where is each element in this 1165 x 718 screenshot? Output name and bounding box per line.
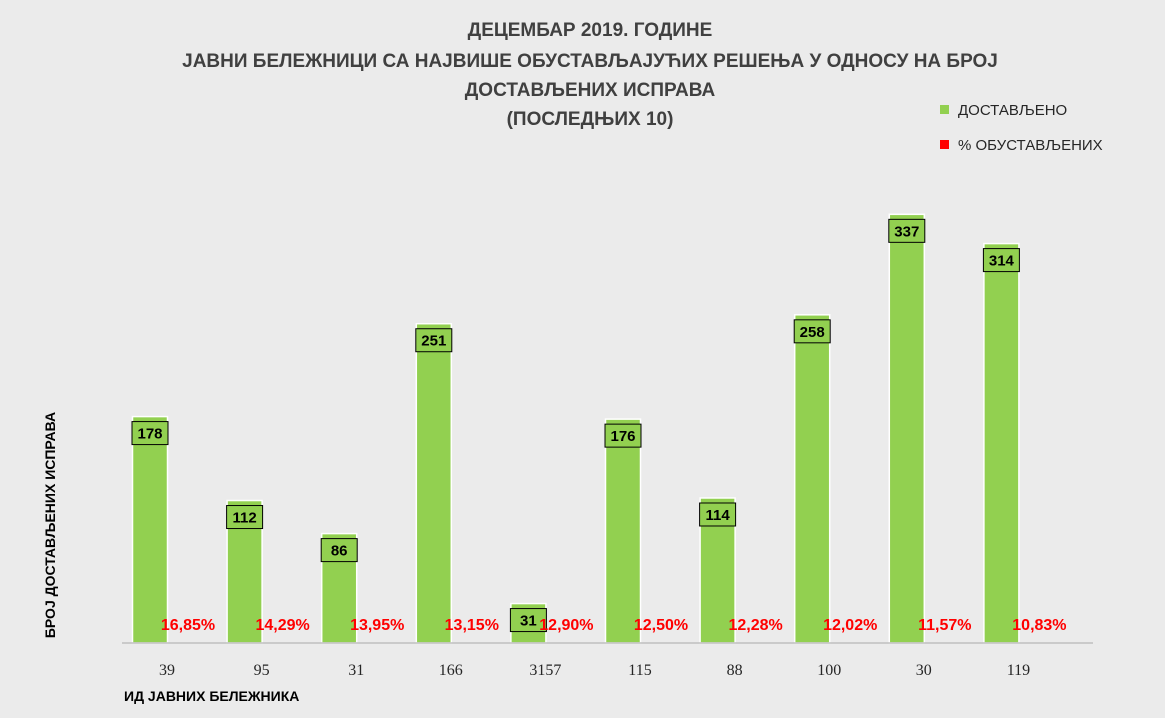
bar [888, 213, 926, 644]
percent-label: 12,50% [634, 617, 688, 634]
percent-label: 14,29% [255, 617, 309, 634]
percent-label: 11,57% [918, 617, 971, 634]
chart-title-line: ДОСТАВЉЕНИХ ИСПРАВА [465, 80, 716, 101]
legend-entry-label: ДОСТАВЉЕНО [958, 102, 1067, 119]
value-label-box [415, 328, 453, 353]
x-tick-label: 3157 [529, 662, 561, 679]
x-tick-labels: 39 95 31 166 3157 115 88 100 30 119 [159, 662, 1030, 679]
value-labels: 178 112 86 251 31 176 114 258 337 314 [131, 218, 1020, 633]
value-label: 337 [894, 223, 919, 240]
percent-label: 13,95% [350, 617, 404, 634]
percent-label: 10,83% [1012, 617, 1066, 634]
x-tick-label: 88 [727, 662, 743, 679]
chart-title-line: ДЕЦЕМБАР 2019. ГОДИНЕ [468, 20, 713, 41]
x-axis-title: ИД ЈАВНИХ БЕЛЕЖНИКА [124, 688, 299, 704]
chart-title: ДЕЦЕМБАР 2019. ГОДИНЕ ЈАВНИ БЕЛЕЖНИЦИ СА … [182, 20, 998, 130]
x-tick-label: 31 [348, 662, 364, 679]
value-label: 314 [989, 253, 1015, 270]
value-label: 86 [331, 543, 348, 560]
x-tick-label: 39 [159, 662, 175, 679]
value-label-box [320, 538, 358, 563]
chart-title-line: ЈАВНИ БЕЛЕЖНИЦИ СА НАЈВИШЕ ОБУСТАВЉАЈУЋИ… [182, 51, 998, 72]
bars [131, 213, 1020, 644]
value-label-box [888, 218, 926, 243]
chart-legend: ДОСТАВЉЕНО % ОБУСТАВЉЕНИХ [940, 102, 1103, 154]
chart-title-line: (ПОСЛЕДЊИХ 10) [507, 109, 674, 130]
x-tick-label: 100 [817, 662, 841, 679]
value-label: 178 [137, 426, 162, 443]
value-label-box [604, 423, 642, 448]
value-label-box [982, 248, 1020, 273]
value-label: 176 [610, 428, 635, 445]
x-tick-label: 166 [439, 662, 463, 679]
x-tick-label: 30 [916, 662, 932, 679]
value-label-box [793, 319, 831, 344]
value-label-box [699, 502, 737, 527]
bar [604, 418, 642, 644]
legend-swatch [940, 140, 949, 149]
value-label-box [131, 421, 169, 446]
bar [415, 322, 453, 644]
x-tick-label: 119 [1007, 662, 1030, 679]
bar [983, 242, 1020, 644]
percent-label: 13,15% [445, 617, 499, 634]
bar [131, 415, 169, 644]
value-label: 114 [705, 507, 730, 524]
legend-swatch [940, 105, 949, 114]
percent-label: 12,02% [823, 617, 877, 634]
value-label: 31 [520, 613, 537, 630]
value-label: 112 [232, 510, 256, 527]
value-label: 251 [421, 333, 446, 350]
x-tick-label: 115 [628, 662, 651, 679]
y-axis-title: БРОЈ ДОСТАВЉЕНИХ ИСПРАВА [42, 412, 58, 638]
x-tick-label: 95 [254, 662, 270, 679]
value-label: 258 [800, 324, 825, 341]
percent-label: 12,90% [539, 617, 593, 634]
legend-entry-label: % ОБУСТАВЉЕНИХ [958, 137, 1103, 154]
percent-label: 12,28% [728, 617, 782, 634]
value-label-box [509, 608, 547, 633]
percent-label: 16,85% [161, 617, 215, 634]
bar [793, 314, 831, 644]
percent-labels: 16,85% 14,29% 13,95% 13,15% 12,90% 12,50% 12,2… [161, 617, 1067, 634]
value-label-box [226, 505, 264, 530]
